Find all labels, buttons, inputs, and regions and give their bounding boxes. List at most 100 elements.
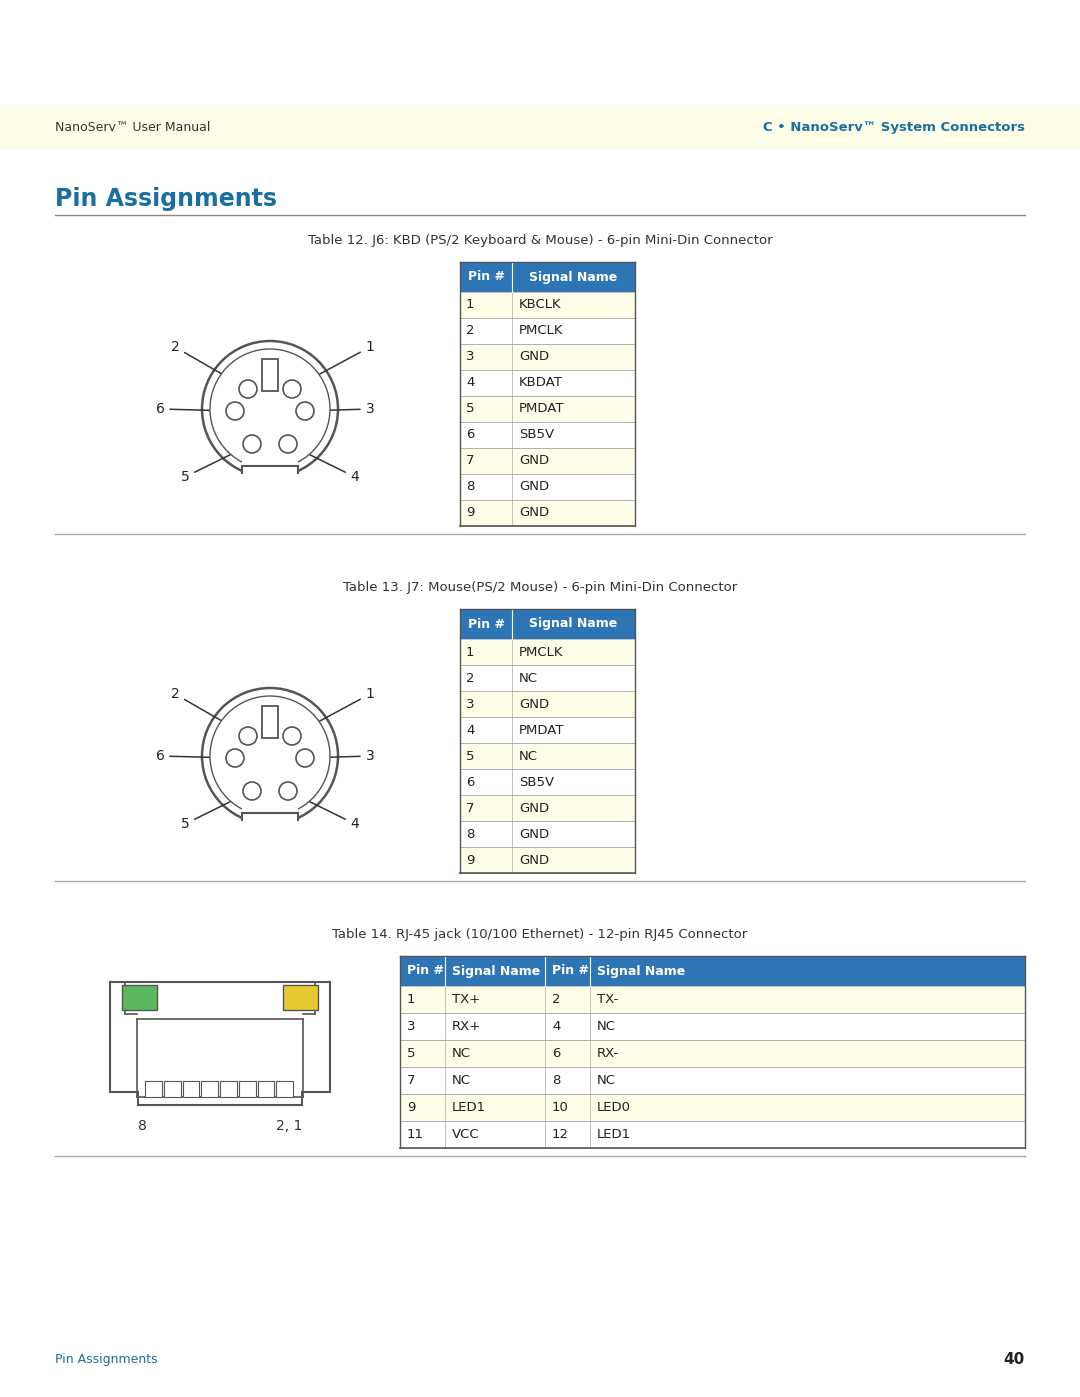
Text: 9: 9: [465, 507, 474, 520]
Text: 3: 3: [465, 697, 474, 711]
Text: 4: 4: [465, 377, 474, 390]
Text: Pin Assignments: Pin Assignments: [55, 1352, 158, 1365]
Text: PMDAT: PMDAT: [519, 402, 565, 415]
Text: PMDAT: PMDAT: [519, 724, 565, 736]
Bar: [460, 609, 635, 638]
Bar: [239, 1081, 256, 1097]
Bar: [262, 705, 278, 738]
Bar: [400, 1094, 1025, 1120]
Bar: [0, 105, 1080, 149]
Text: PMCLK: PMCLK: [519, 324, 564, 338]
Bar: [460, 448, 635, 474]
Text: 7: 7: [465, 802, 474, 814]
Bar: [460, 344, 635, 370]
Text: 12: 12: [552, 1127, 569, 1141]
Text: Signal Name: Signal Name: [453, 964, 540, 978]
Bar: [460, 292, 635, 319]
Text: 1: 1: [465, 299, 474, 312]
Text: 5: 5: [407, 1046, 416, 1060]
Text: Signal Name: Signal Name: [529, 617, 618, 630]
Bar: [400, 956, 1025, 986]
Circle shape: [283, 380, 301, 398]
Bar: [400, 986, 1025, 1013]
Text: Signal Name: Signal Name: [529, 271, 618, 284]
Bar: [460, 395, 635, 422]
Text: GND: GND: [519, 454, 549, 468]
Text: NC: NC: [519, 672, 538, 685]
Text: 2: 2: [171, 339, 244, 387]
Text: KBCLK: KBCLK: [519, 299, 562, 312]
Text: GND: GND: [519, 854, 549, 866]
Text: Pin #: Pin #: [407, 964, 444, 978]
Bar: [400, 1013, 1025, 1039]
Text: 6: 6: [465, 775, 474, 788]
Bar: [201, 1081, 218, 1097]
Bar: [400, 1120, 1025, 1148]
Text: NC: NC: [453, 1074, 471, 1087]
Circle shape: [279, 782, 297, 800]
Text: 9: 9: [407, 1101, 416, 1113]
Text: KBDAT: KBDAT: [519, 377, 563, 390]
Text: 3: 3: [310, 749, 375, 763]
Text: Pin Assignments: Pin Assignments: [55, 187, 276, 211]
Text: Pin #: Pin #: [552, 964, 589, 978]
Text: 8: 8: [138, 1119, 147, 1133]
Text: 6: 6: [552, 1046, 561, 1060]
Text: 1: 1: [296, 339, 375, 387]
Text: 2: 2: [465, 324, 474, 338]
Circle shape: [243, 434, 261, 453]
Text: TX-: TX-: [597, 993, 619, 1006]
Bar: [460, 717, 635, 743]
Bar: [460, 474, 635, 500]
Text: 3: 3: [407, 1020, 416, 1032]
Text: 1: 1: [296, 687, 375, 733]
Text: 2: 2: [552, 993, 561, 1006]
Bar: [460, 263, 635, 292]
Text: 9: 9: [465, 854, 474, 866]
Text: RX+: RX+: [453, 1020, 482, 1032]
Text: NC: NC: [597, 1020, 616, 1032]
Text: 2, 1: 2, 1: [275, 1119, 302, 1133]
Text: 8: 8: [465, 827, 474, 841]
Bar: [122, 985, 157, 1010]
Text: 6: 6: [156, 749, 230, 763]
Text: 2: 2: [171, 687, 244, 733]
Text: TX+: TX+: [453, 993, 481, 1006]
Bar: [460, 847, 635, 873]
Bar: [262, 359, 278, 391]
Text: 7: 7: [407, 1074, 416, 1087]
Text: GND: GND: [519, 507, 549, 520]
Bar: [460, 319, 635, 344]
Bar: [460, 795, 635, 821]
Text: 6: 6: [465, 429, 474, 441]
Circle shape: [296, 402, 314, 420]
Text: 10: 10: [552, 1101, 569, 1113]
Circle shape: [283, 726, 301, 745]
Bar: [460, 500, 635, 527]
Bar: [220, 1081, 237, 1097]
Text: 4: 4: [552, 1020, 561, 1032]
Bar: [164, 1081, 180, 1097]
Text: GND: GND: [519, 481, 549, 493]
Text: Pin #: Pin #: [468, 617, 504, 630]
Bar: [460, 370, 635, 395]
Text: 3: 3: [465, 351, 474, 363]
Circle shape: [202, 341, 338, 476]
Text: NanoServ™ User Manual: NanoServ™ User Manual: [55, 122, 211, 134]
Text: VCC: VCC: [453, 1127, 480, 1141]
Bar: [460, 665, 635, 692]
Circle shape: [239, 380, 257, 398]
Text: RX-: RX-: [597, 1046, 619, 1060]
Text: 40: 40: [1003, 1351, 1025, 1366]
Bar: [460, 638, 635, 665]
Bar: [460, 821, 635, 847]
Text: 5: 5: [180, 446, 248, 483]
Bar: [400, 1039, 1025, 1067]
Bar: [145, 1081, 162, 1097]
Text: 4: 4: [465, 724, 474, 736]
Text: Signal Name: Signal Name: [597, 964, 685, 978]
Bar: [242, 807, 298, 828]
Text: 7: 7: [465, 454, 474, 468]
Circle shape: [239, 726, 257, 745]
Circle shape: [296, 749, 314, 767]
